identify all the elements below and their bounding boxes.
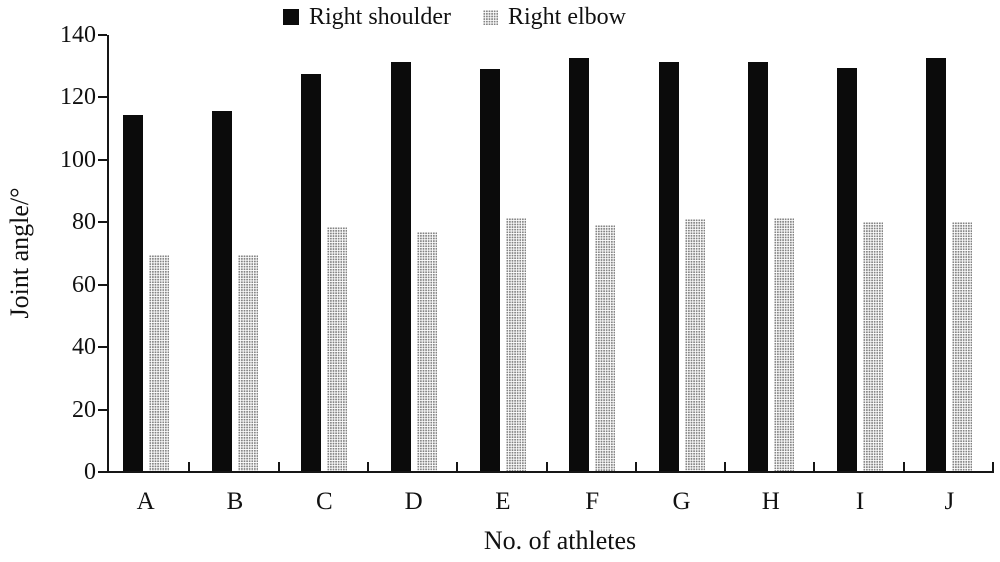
x-axis-tick — [456, 462, 459, 471]
x-category-label: J — [944, 488, 955, 515]
bar-right-elbow-C — [327, 227, 348, 471]
bar-right-elbow-D — [416, 232, 437, 471]
x-category-label: E — [495, 488, 511, 515]
bar-right-shoulder-J — [926, 58, 947, 471]
y-axis-tick — [98, 283, 107, 286]
bar-right-shoulder-G — [658, 62, 679, 471]
y-axis-tick — [98, 96, 107, 99]
bar-right-elbow-A — [148, 255, 169, 471]
y-axis-tick — [98, 471, 107, 473]
y-tick-label: 40 — [72, 334, 96, 361]
y-tick-label: 20 — [72, 396, 96, 423]
bar-right-shoulder-C — [301, 74, 322, 471]
legend: Right shoulder Right elbow — [283, 4, 626, 30]
y-axis-tick — [98, 34, 107, 36]
x-axis-tick — [813, 462, 816, 471]
bar-right-shoulder-F — [569, 58, 590, 471]
bar-right-elbow-J — [952, 222, 973, 471]
y-tick-label: 140 — [60, 22, 96, 48]
y-tick-label: 80 — [72, 209, 96, 236]
x-axis-tick — [277, 462, 280, 471]
x-category-label: A — [136, 488, 155, 515]
y-axis-tick — [98, 346, 107, 349]
x-axis-title: No. of athletes — [483, 526, 637, 555]
x-axis-tick — [634, 462, 637, 471]
x-category-label: D — [404, 488, 423, 515]
x-axis-tick — [902, 462, 905, 471]
legend-label-right-shoulder: Right shoulder — [309, 4, 451, 30]
bar-right-elbow-I — [863, 222, 884, 471]
bar-right-shoulder-A — [122, 115, 143, 471]
bar-right-shoulder-E — [479, 69, 500, 471]
x-axis-tick — [188, 462, 191, 471]
x-category-label: B — [226, 488, 244, 515]
y-tick-label: 60 — [72, 271, 96, 298]
right-elbow-swatch-icon — [483, 9, 498, 25]
bar-right-elbow-G — [684, 219, 705, 471]
x-axis-tick — [545, 462, 548, 471]
bar-right-elbow-H — [773, 218, 794, 471]
x-category-label: C — [315, 488, 333, 515]
y-axis-line — [107, 35, 109, 473]
y-axis-title: Joint angle/° — [5, 187, 34, 319]
x-category-label: H — [761, 488, 780, 515]
bar-right-elbow-B — [238, 255, 258, 471]
bar-right-shoulder-D — [390, 62, 411, 471]
y-axis-tick — [98, 158, 107, 161]
legend-item-right-shoulder: Right shoulder — [283, 4, 451, 30]
y-axis-tick — [98, 408, 107, 411]
x-category-label: G — [672, 488, 691, 515]
legend-item-right-elbow: Right elbow — [483, 4, 626, 30]
bar-right-shoulder-H — [747, 62, 768, 471]
y-tick-label: 0 — [84, 459, 96, 485]
y-axis-tick — [98, 221, 107, 224]
x-category-label: F — [585, 488, 600, 515]
x-axis-tick — [992, 462, 994, 471]
bar-right-elbow-E — [505, 218, 526, 471]
x-category-label: I — [855, 488, 865, 515]
x-axis-line — [107, 471, 994, 473]
x-axis-tick — [366, 462, 369, 471]
legend-label-right-elbow: Right elbow — [508, 4, 626, 30]
y-tick-label: 100 — [60, 146, 96, 173]
bar-right-elbow-F — [595, 225, 616, 471]
x-axis-tick — [724, 462, 727, 471]
y-tick-label: 120 — [60, 84, 96, 111]
bar-right-shoulder-B — [212, 111, 232, 471]
right-shoulder-swatch-icon — [283, 9, 299, 25]
bar-right-shoulder-I — [837, 68, 858, 471]
